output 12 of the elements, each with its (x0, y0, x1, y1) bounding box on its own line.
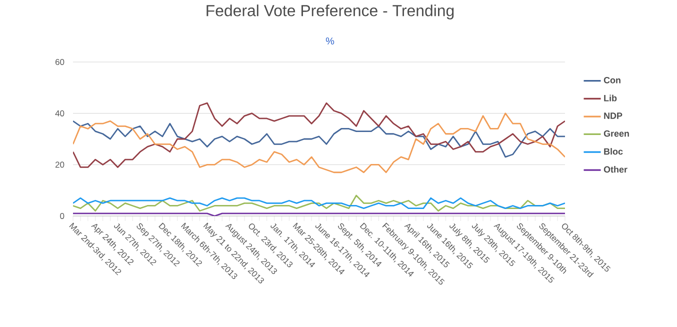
legend-label: Green (604, 130, 629, 137)
y-tick-label: 0 (60, 213, 64, 219)
legend-label: NDP (604, 112, 622, 119)
legend-label: Bloc (604, 148, 623, 155)
y-tick-label: 40 (55, 110, 64, 116)
legend-label: Lib (604, 94, 617, 102)
legend-label: Con (604, 76, 620, 84)
y-tick-label: 20 (55, 162, 64, 168)
chart-title: Federal Vote Preference - Trending (206, 4, 454, 20)
legend-label: Other (604, 166, 628, 173)
chart-subtitle: % (326, 38, 334, 44)
y-tick-label: 60 (56, 59, 64, 65)
